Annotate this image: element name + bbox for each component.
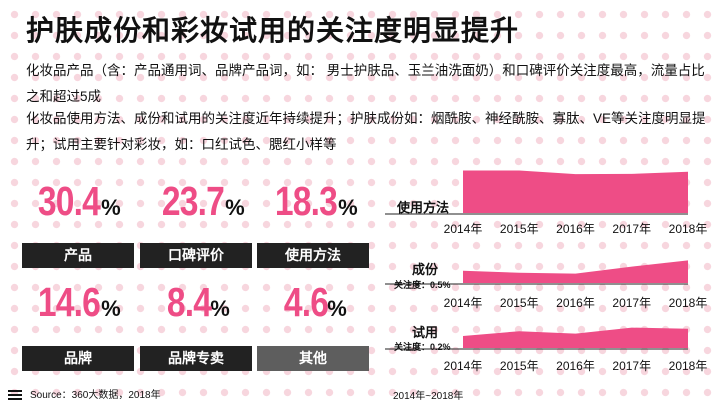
- stat-brand-store: 8.4%: [140, 279, 252, 326]
- chart-title-2: 试用: [412, 325, 438, 340]
- stat-unit: %: [327, 296, 347, 321]
- label-usage: 使用方法: [257, 243, 369, 268]
- label-brand: 品牌: [22, 346, 134, 371]
- stat-unit: %: [101, 195, 121, 220]
- stat-reviews: 23.7%: [144, 178, 256, 225]
- label-brand-store: 品牌专卖: [140, 346, 252, 371]
- summary-paragraph-2: 化妆品使用方法、成份和试用的关注度近年持续提升；护肤成份如：烟酰胺、神经酰胺、寡…: [26, 111, 706, 152]
- x-tick-label: 2016年: [556, 296, 595, 310]
- chart-subtitle-1: 关注度：0.5%: [394, 279, 451, 290]
- stat-value: 8.4: [167, 279, 212, 325]
- x-tick-label: 2015年: [500, 296, 539, 310]
- x-tick-label: 2017年: [612, 359, 651, 373]
- stat-unit: %: [338, 195, 358, 220]
- x-tick-label: 2018年: [669, 296, 708, 310]
- x-tick-label: 2015年: [500, 222, 539, 236]
- stat-value: 4.6: [284, 279, 329, 325]
- stat-unit: %: [225, 195, 245, 220]
- x-tick-label: 2016年: [556, 222, 595, 236]
- menu-lines-icon: [8, 388, 22, 402]
- x-tick-label: 2017年: [612, 296, 651, 310]
- x-tick-label: 2017年: [612, 222, 651, 236]
- source-text: Source：360大数据，2018年: [30, 390, 161, 401]
- x-tick-label: 2016年: [556, 359, 595, 373]
- area-series-1: [463, 260, 688, 283]
- x-tick-label: 2018年: [669, 359, 708, 373]
- stat-value: 18.3: [275, 178, 338, 224]
- stat-unit: %: [210, 296, 230, 321]
- label-other: 其他: [257, 346, 369, 371]
- area-series-0: [463, 170, 688, 213]
- chart-subtitle-2: 关注度：0.2%: [394, 341, 451, 352]
- x-tick-label: 2014年: [444, 296, 483, 310]
- stat-value: 30.4: [38, 178, 101, 224]
- date-range: 2014年~2018年: [393, 391, 464, 402]
- area-series-2: [463, 327, 688, 348]
- x-tick-label: 2015年: [500, 359, 539, 373]
- stat-product: 30.4%: [20, 178, 132, 225]
- source-note: Source：360大数据，2018年: [8, 386, 161, 402]
- stat-unit: %: [101, 296, 121, 321]
- chart-title-1: 成份: [412, 262, 439, 277]
- x-tick-label: 2018年: [669, 222, 708, 236]
- x-tick-label: 2014年: [444, 359, 483, 373]
- summary-paragraph-1: 化妆品产品（含：产品通用词、品牌产品词，如： 男士护肤品、玉兰油洗面奶）和口碑评…: [26, 63, 705, 104]
- label-product: 产品: [22, 243, 134, 268]
- chart-title-0: 使用方法: [396, 200, 449, 215]
- stat-brand: 14.6%: [20, 279, 132, 326]
- stat-value: 23.7: [162, 178, 225, 224]
- stat-value: 14.6: [38, 279, 101, 325]
- x-tick-label: 2014年: [444, 222, 483, 236]
- stat-other: 4.6%: [257, 279, 369, 326]
- page-title: 护肤成份和彩妆试用的关注度明显提升: [26, 15, 520, 46]
- label-reviews: 口碑评价: [140, 243, 252, 268]
- stat-usage: 18.3%: [257, 178, 369, 225]
